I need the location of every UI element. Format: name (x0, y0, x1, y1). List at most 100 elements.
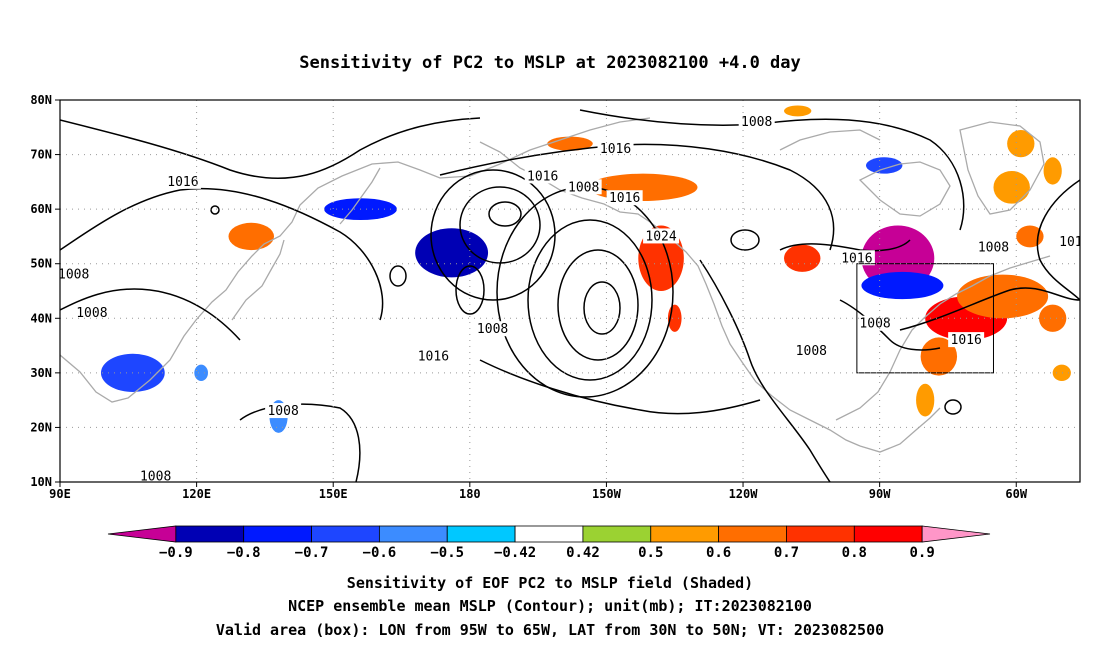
contour-label-8: 1008 (741, 115, 772, 130)
contour-label-bg-4 (415, 348, 452, 364)
lon-tick-label-4: 150W (592, 487, 622, 501)
shaded-patch-5 (1043, 157, 1062, 185)
contour-label-bg-3 (606, 190, 643, 206)
contour-label-bg-14 (857, 315, 894, 331)
lon-tick-label-6: 90W (869, 487, 891, 501)
lon-tick-label-0: 90E (49, 487, 71, 501)
figure-title: Sensitivity of PC2 to MSLP at 2023082100… (299, 53, 801, 73)
contour-label-bg-6 (948, 332, 985, 348)
contour-label-bg-5 (838, 250, 875, 266)
shaded-patch-16 (957, 274, 1049, 319)
map-frame (59, 99, 1081, 483)
shaded-patch-21 (194, 364, 208, 382)
lat-tick-label-3: 50N (30, 257, 52, 271)
colorbar-label-9: 0.7 (774, 545, 799, 561)
contour-label-18: 101 (1059, 235, 1082, 250)
contour-label-bg-7 (565, 179, 602, 195)
footer-line-1: Sensitivity of EOF PC2 to MSLP field (Sh… (347, 574, 753, 592)
lat-tick-label-0: 80N (30, 93, 52, 107)
coastline-na-west (649, 221, 861, 447)
contour-label-15: 1008 (267, 404, 298, 419)
contour-1008-na (699, 259, 831, 482)
contour-label-bg-18 (1056, 233, 1080, 249)
contour-label-13: 1008 (796, 344, 827, 359)
colorbar: −0.9 −0.8 −0.7 −0.6 −0.5 −0.42 0.42 0.5 0.6 0.7 0.… (107, 525, 991, 561)
shaded-patch-3 (1007, 130, 1035, 158)
colorbar-label-11: 0.9 (910, 545, 935, 561)
mslp-contours (60, 109, 1080, 482)
contour-small-2 (389, 265, 407, 287)
contour-1008-asia (60, 288, 241, 341)
shaded-patch-12 (784, 244, 821, 272)
contour-small-3 (730, 229, 760, 251)
shaded-patch-17 (920, 337, 958, 376)
contour-1016-na (779, 239, 911, 252)
contour-label-2: 1016 (600, 142, 631, 157)
shaded-patch-18 (916, 383, 935, 417)
lat-tick-label-7: 10N (30, 475, 52, 489)
low-aleutian (455, 265, 485, 315)
shaded-patch-14 (861, 271, 944, 300)
colorbar-label-5: −0.42 (494, 545, 536, 561)
lon-tick-label-3: 180 (459, 487, 481, 501)
contour-label-bg-16 (137, 468, 174, 482)
contour-small-4 (944, 399, 962, 415)
colorbar-swatch-2 (243, 525, 312, 543)
lat-tick-label-1: 70N (30, 148, 52, 162)
lat-lon-grid (60, 100, 1080, 482)
colorbar-label-3: −0.6 (363, 545, 397, 561)
contour-label-11: 1008 (76, 306, 107, 321)
contour-1016-arctic (60, 117, 481, 180)
contour-label-17: 1024 (645, 229, 676, 244)
colorbar-label-10: 0.8 (842, 545, 867, 561)
contour-label-4: 1016 (418, 349, 449, 364)
lat-tick-label-5: 30N (30, 366, 52, 380)
valid-area-box (856, 263, 994, 374)
colorbar-swatch-8 (650, 525, 720, 543)
colorbar-swatch-12 (921, 525, 991, 543)
colorbar-swatch-1 (175, 525, 245, 543)
shaded-patch-24 (1039, 304, 1067, 332)
contour-label-bg-1 (524, 168, 561, 184)
contour-label-14: 1008 (859, 317, 890, 332)
low-bering-inner (488, 201, 522, 227)
contour-label-3: 1016 (609, 191, 640, 206)
contour-label-12: 1008 (477, 322, 508, 337)
contour-label-bg-0 (164, 173, 201, 189)
colorbar-swatch-10 (786, 525, 855, 543)
shaded-patch-9 (588, 173, 698, 201)
lon-tick-label-7: 60W (1005, 487, 1027, 501)
contour-label-0: 1016 (167, 175, 198, 190)
contour-label-bg-2 (597, 141, 634, 157)
contour-1008-arctic (579, 109, 965, 231)
contour-label-16: 1008 (140, 470, 171, 485)
high-pacific-2 (557, 249, 639, 361)
shaded-patch-1 (784, 105, 812, 117)
colorbar-label-2: −0.7 (295, 545, 329, 561)
contour-label-bg-17 (643, 228, 680, 244)
coastline-asia (60, 117, 651, 403)
colorbar-swatch-3 (311, 525, 380, 543)
shaded-patch-6 (228, 222, 275, 251)
contour-label-7: 1008 (568, 180, 599, 195)
colorbar-label-6: 0.42 (566, 545, 600, 561)
shaded-patch-2 (865, 157, 903, 174)
footer-line-2: NCEP ensemble mean MSLP (Contour); unit(… (288, 597, 812, 615)
coastline-arctic-islands (779, 129, 881, 151)
colorbar-swatch-0 (107, 525, 177, 543)
contour-1008-trop (239, 403, 361, 482)
colorbar-swatch-4 (378, 525, 448, 543)
contour-label-bg-10 (60, 266, 92, 282)
coastlines (60, 117, 1051, 453)
coastline-kamchatka (339, 167, 381, 225)
contour-atl-low (1036, 179, 1080, 301)
low-bering-2 (459, 186, 541, 264)
colorbar-label-7: 0.5 (638, 545, 663, 561)
footer-line-3: Valid area (box): LON from 95W to 65W, L… (216, 621, 884, 639)
shaded-patch-8 (415, 228, 489, 278)
coastline-japan (231, 239, 285, 321)
contour-label-bg-11 (73, 304, 110, 320)
contour-label-9: 1008 (978, 240, 1009, 255)
